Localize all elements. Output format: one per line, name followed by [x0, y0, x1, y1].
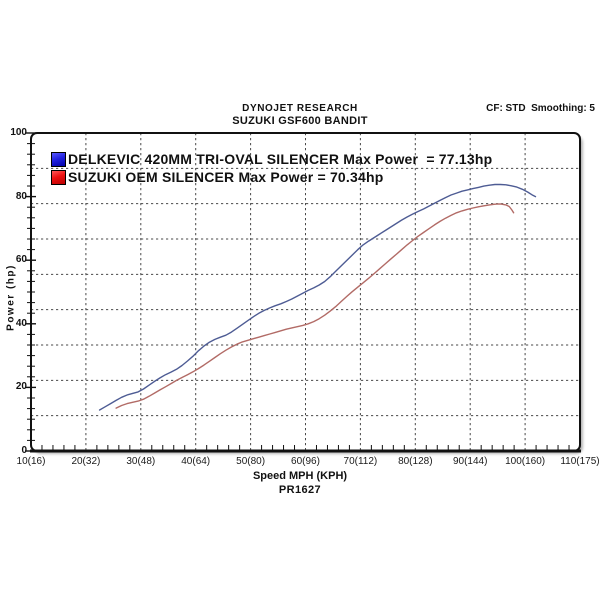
- x-tick-label-110: 110(175): [560, 456, 600, 467]
- legend-label-oem: SUZUKI OEM SILENCER Max Power = 70.34hp: [68, 169, 384, 185]
- x-axis-title: Speed MPH (KPH): [252, 470, 348, 482]
- legend-item-delkevic: DELKEVIC 420MM TRI-OVAL SILENCER Max Pow…: [51, 150, 492, 168]
- x-tick-label-10: 10(16): [16, 456, 46, 467]
- x-tick-label-100: 100(160): [505, 456, 546, 467]
- report-title: DYNOJET RESEARCH: [242, 103, 358, 114]
- legend-label-delkevic: DELKEVIC 420MM TRI-OVAL SILENCER Max Pow…: [68, 151, 493, 167]
- plot-frame: [30, 132, 581, 453]
- x-tick-label-20: 20(32): [71, 456, 101, 467]
- x-tick-label-70: 70(112): [343, 456, 378, 467]
- x-tick-label-30: 30(48): [126, 456, 156, 467]
- legend-item-oem: SUZUKI OEM SILENCER Max Power = 70.34hp: [51, 168, 492, 186]
- y-tick-label-0: 0: [21, 445, 27, 456]
- y-tick-label-80: 80: [15, 190, 27, 202]
- delkevic-color-swatch-icon: [51, 151, 66, 167]
- y-tick-label-100: 100: [10, 127, 27, 138]
- x-tick-label-50: 50(80): [236, 456, 266, 467]
- oem-color-swatch-icon: [51, 169, 66, 185]
- curve-delkevic: [98, 183, 537, 411]
- x-tick-label-80: 80(128): [398, 456, 433, 467]
- y-tick-label-60: 60: [15, 254, 27, 266]
- legend: DELKEVIC 420MM TRI-OVAL SILENCER Max Pow…: [51, 150, 492, 186]
- x-tick-label-40: 40(64): [181, 456, 211, 467]
- curve-oem: [115, 203, 515, 409]
- power-curves: [98, 183, 537, 411]
- vehicle-title: SUZUKI GSF600 BANDIT: [232, 115, 368, 127]
- x-tick-label-60: 60(96): [291, 456, 320, 467]
- y-tick-label-20: 20: [15, 381, 27, 393]
- x-tick-label-90: 90(144): [452, 456, 488, 467]
- y-tick-label-40: 40: [15, 317, 27, 329]
- correction-smoothing-label: CF: STD Smoothing: 5: [486, 103, 595, 114]
- run-id-label: PR1627: [278, 484, 322, 496]
- grid-lines: [31, 133, 580, 451]
